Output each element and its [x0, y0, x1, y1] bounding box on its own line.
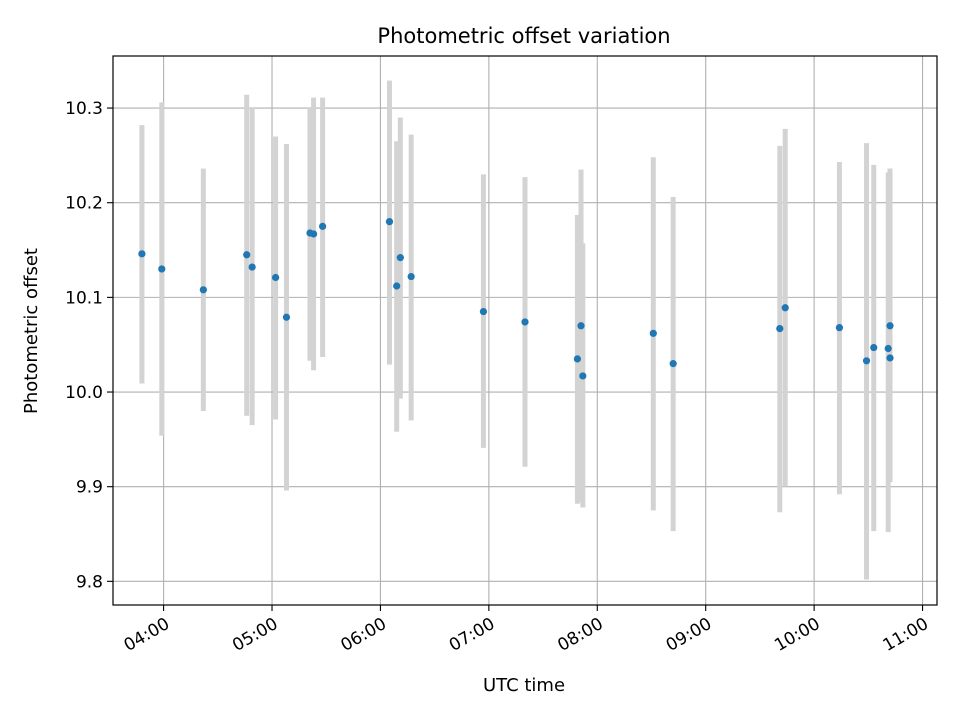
data-point: [781, 304, 789, 312]
data-point: [309, 230, 318, 238]
x-tick-label: 11:00: [880, 614, 932, 656]
data-point: [835, 324, 844, 332]
data-point: [158, 265, 166, 273]
data-point: [199, 286, 207, 294]
data-point: [669, 360, 677, 368]
data-point: [282, 313, 291, 321]
data-point: [272, 273, 280, 282]
x-tick-label: 05:00: [229, 614, 281, 656]
data-point: [393, 282, 401, 290]
x-axis-label: UTC time: [483, 675, 565, 696]
y-tick-label: 10.2: [65, 194, 103, 214]
data-point: [243, 251, 251, 259]
data-point: [649, 329, 657, 337]
data-point: [886, 322, 894, 330]
chart-title: Photometric offset variation: [377, 24, 670, 48]
y-axis-ticks: 9.8 9.9 10.0 10.1 10.2 10.3: [65, 99, 113, 592]
x-axis-ticks: 04:00 05:00 06:00 07:00 08:00 09:00 10:00 11:00: [121, 605, 932, 656]
data-point: [776, 325, 784, 333]
plot-frame: [112, 55, 938, 606]
data-point: [886, 354, 894, 362]
data-point: [577, 322, 585, 330]
data-point: [884, 344, 892, 353]
x-tick-label: 04:00: [121, 614, 173, 656]
data-point: [248, 263, 256, 271]
y-tick-label: 10.3: [65, 99, 103, 119]
data-point: [319, 222, 327, 230]
data-point: [579, 372, 587, 380]
data-point: [479, 307, 488, 316]
data-points: [138, 218, 894, 380]
x-tick-label: 06:00: [338, 614, 390, 656]
x-tick-label: 08:00: [554, 614, 606, 656]
y-tick-label: 10.0: [65, 383, 103, 403]
data-point: [385, 218, 394, 226]
data-point: [521, 318, 529, 326]
data-point: [138, 250, 146, 258]
x-tick-label: 10:00: [771, 614, 823, 656]
data-point: [862, 357, 871, 365]
x-tick-label: 09:00: [663, 614, 715, 656]
y-axis-label: Photometric offset: [21, 248, 42, 414]
y-tick-label: 9.8: [76, 572, 103, 592]
y-tick-label: 9.9: [76, 478, 103, 498]
data-point: [573, 355, 582, 363]
data-point: [407, 272, 415, 281]
data-point: [396, 254, 404, 262]
y-tick-label: 10.1: [65, 288, 103, 308]
data-point: [870, 343, 878, 352]
x-tick-label: 07:00: [446, 614, 498, 656]
